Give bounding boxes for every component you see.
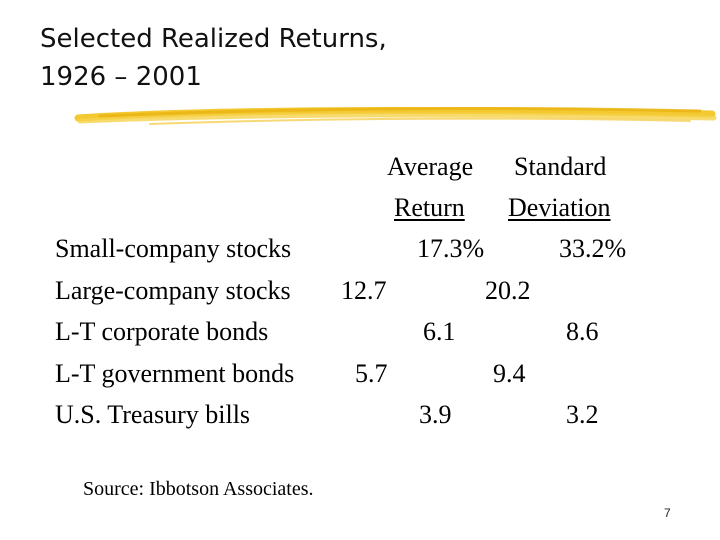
row-average-government-bonds: 5.7 (355, 359, 388, 388)
row-stdev-corporate-bonds: 8.6 (566, 317, 599, 346)
header-average-line2: Return (394, 193, 465, 222)
row-label-government-bonds: L-T government bonds (55, 359, 295, 388)
title-line-2: 1926 – 2001 (40, 62, 202, 92)
row-label-corporate-bonds: L-T corporate bonds (55, 317, 269, 346)
page-number: 7 (664, 506, 671, 520)
row-stdev-small-company: 33.2% (559, 234, 627, 263)
header-stdev-line2: Deviation (508, 193, 611, 222)
title-line-1: Selected Realized Returns, (40, 24, 387, 54)
row-label-large-company: Large-company stocks (55, 276, 291, 305)
highlighter-rule (74, 107, 717, 125)
row-label-treasury-bills: U.S. Treasury bills (55, 400, 251, 429)
row-stdev-large-company: 20.2 (485, 276, 531, 305)
slide-title: Selected Realized Returns, 1926 – 2001 (40, 20, 387, 96)
row-average-treasury-bills: 3.9 (419, 400, 452, 429)
row-average-small-company: 17.3% (417, 234, 485, 263)
row-average-large-company: 12.7 (341, 276, 387, 305)
header-stdev-line1: Standard (514, 152, 607, 181)
row-stdev-government-bonds: 9.4 (493, 359, 526, 388)
row-stdev-treasury-bills: 3.2 (566, 400, 599, 429)
header-average-line1: Average (387, 152, 474, 181)
source-note: Source: Ibbotson Associates. (83, 478, 314, 500)
row-label-small-company: Small-company stocks (55, 234, 292, 263)
row-average-corporate-bonds: 6.1 (423, 317, 456, 346)
